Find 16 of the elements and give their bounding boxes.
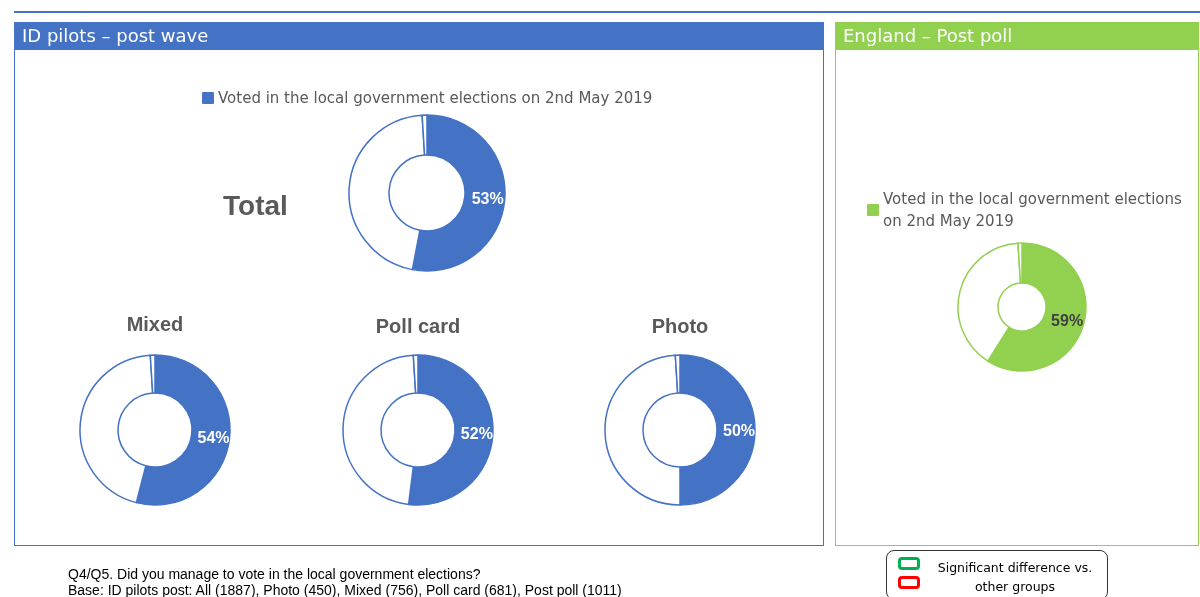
data-label: 54% xyxy=(197,428,230,446)
text: ID pilots – post wave xyxy=(14,22,824,50)
legend-label: Voted in the local government elections on 2nd May 2019 xyxy=(218,89,653,107)
chart-title: Mixed xyxy=(126,313,184,335)
data-label: 50% xyxy=(722,421,756,439)
text: England – Post poll xyxy=(835,22,1199,50)
legend-label: Voted in the local government elections on 2nd May 2019 xyxy=(883,190,1187,230)
data-label: 53% xyxy=(471,190,504,208)
text: Base: ID pilots post: All (1887), Photo (450), Mixed (756), Poll card (681), Post poll (1011) xyxy=(68,582,622,597)
text: Significant difference vs. other groups xyxy=(936,559,1094,596)
data-label: 59% xyxy=(1051,311,1084,329)
chart-title: Photo xyxy=(651,315,709,337)
text: Total xyxy=(223,189,288,221)
chart-title: Poll card xyxy=(375,315,461,337)
text: Q4/Q5. Did you manage to vote in the local government elections? xyxy=(68,566,481,582)
data-label: 52% xyxy=(460,425,493,443)
